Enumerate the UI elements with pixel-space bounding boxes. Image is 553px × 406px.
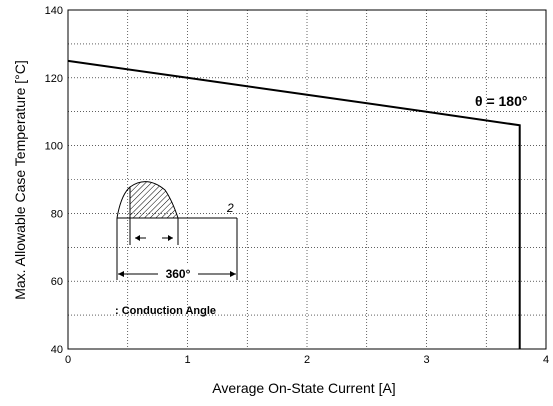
x-tick-label: 0 [65,354,71,366]
y-tick-label: 140 [45,5,63,17]
series-line [67,59,521,349]
x-tick-label: 1 [184,354,190,366]
conduction-angle-inset: 360° 2 : Conduction Angle [115,181,238,317]
y-tick-labels: 40 60 80 100 120 140 [45,5,63,356]
series-group [67,59,521,349]
x-tick-labels: 0 1 2 3 4 [65,354,549,366]
conduction-angle-caption: : Conduction Angle [115,305,216,317]
x-gridlines [127,10,487,349]
x-tick-label: 3 [423,354,429,366]
x-tick-label: 4 [543,354,549,366]
inset-waveform-unshaded [116,186,131,219]
y-tick-label: 100 [45,141,63,153]
period-arrowhead-left [118,271,124,277]
x-axis-label: Average On-State Current [A] [212,380,395,396]
y-tick-label: 120 [45,73,63,85]
period-label-bg [158,264,198,280]
period-arrowhead-right [230,271,236,277]
y-tick-label: 60 [51,276,63,288]
conduction-arrowhead-right [168,235,173,241]
theta-label: θ = 180° [475,93,527,109]
y-tick-label: 80 [51,208,63,220]
y-tick-label: 40 [51,344,63,356]
inset-waveform-shaded [129,181,179,219]
conduction-arrowhead-left [135,235,140,241]
period-label: 360° [166,267,191,281]
x-tick-label: 2 [304,354,310,366]
theta-superscript: 2 [226,201,234,215]
y-axis-label: Max. Allowable Case Temperature [°C] [12,60,28,300]
